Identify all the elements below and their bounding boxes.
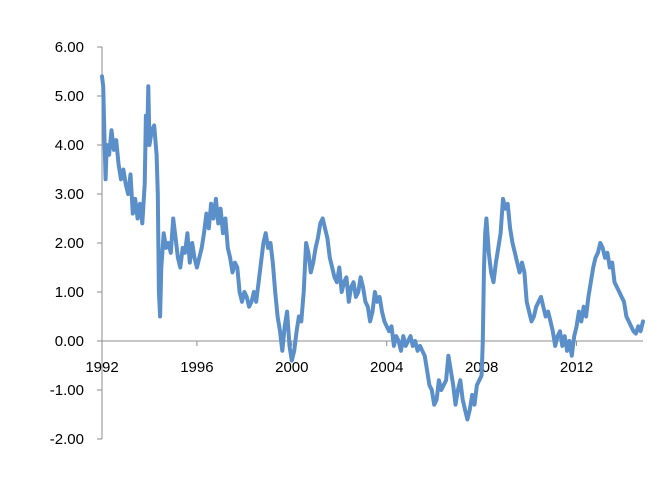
x-axis: 1992 1996 2000 2004 2008 2012: [85, 340, 643, 376]
y-tick-label: -1.00: [50, 382, 84, 399]
y-tick-label: 6.00: [55, 39, 84, 56]
x-tick-label: 1996: [180, 359, 213, 376]
y-tick-label: 4.00: [55, 137, 84, 154]
y-tick-label: 5.00: [55, 88, 84, 105]
x-tick-label: 1992: [85, 359, 118, 376]
x-tick-label: 2000: [275, 359, 308, 376]
y-axis: 6.00 5.00 4.00 3.00 2.00 1.00 0.00 -1.00 -2.00: [50, 39, 103, 448]
x-tick-label: 2012: [560, 359, 593, 376]
x-tick-label: 2004: [370, 359, 403, 376]
y-tick-label: 0.00: [55, 333, 84, 350]
series-line-0: [100, 74, 645, 422]
y-tick-label: 3.00: [55, 186, 84, 203]
y-tick-label: 2.00: [55, 235, 84, 252]
y-tick-label: -2.00: [50, 431, 84, 448]
series-group: [100, 74, 645, 422]
y-tick-label: 1.00: [55, 284, 84, 301]
